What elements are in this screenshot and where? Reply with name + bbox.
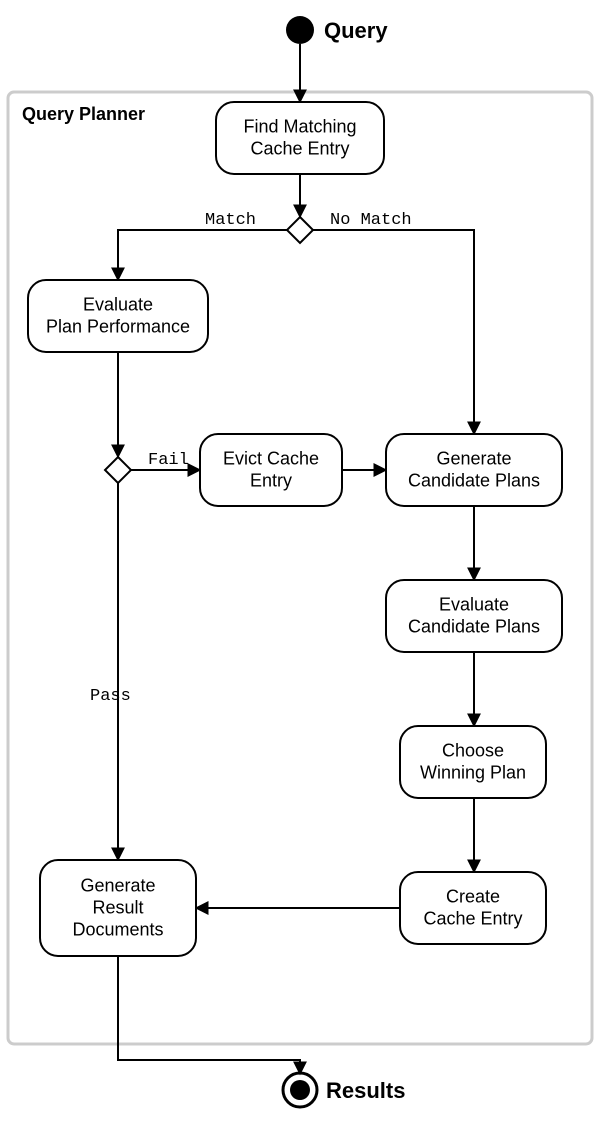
edge <box>118 230 287 280</box>
decision-node <box>287 217 313 243</box>
container-title: Query Planner <box>22 104 145 124</box>
decision-node <box>105 457 131 483</box>
edge-label: Pass <box>90 687 131 706</box>
start-node <box>286 16 314 44</box>
process-node-label: Result <box>92 898 143 918</box>
edge-label: No Match <box>330 211 412 230</box>
process-node-label: Generate <box>80 876 155 896</box>
process-node-label: Create <box>446 887 500 907</box>
process-node-label: Evict Cache <box>223 449 319 469</box>
process-node-label: Cache Entry <box>423 909 522 929</box>
end-label: Results <box>326 1078 405 1103</box>
process-node-label: Generate <box>436 449 511 469</box>
process-node-label: Winning Plan <box>420 763 526 783</box>
process-node-label: Plan Performance <box>46 317 190 337</box>
process-node-label: Candidate Plans <box>408 617 540 637</box>
edge <box>313 230 474 434</box>
edge-label: Fail <box>148 451 189 470</box>
edge-label: Match <box>205 211 256 230</box>
process-node-label: Entry <box>250 471 292 491</box>
process-node-label: Evaluate <box>83 295 153 315</box>
end-node-inner <box>290 1080 310 1100</box>
start-label: Query <box>324 18 388 43</box>
process-node-label: Choose <box>442 741 504 761</box>
process-node-label: Find Matching <box>243 117 356 137</box>
process-node-label: Documents <box>72 920 163 940</box>
process-node-label: Evaluate <box>439 595 509 615</box>
process-node-label: Cache Entry <box>250 139 349 159</box>
edge <box>118 956 300 1074</box>
process-node-label: Candidate Plans <box>408 471 540 491</box>
